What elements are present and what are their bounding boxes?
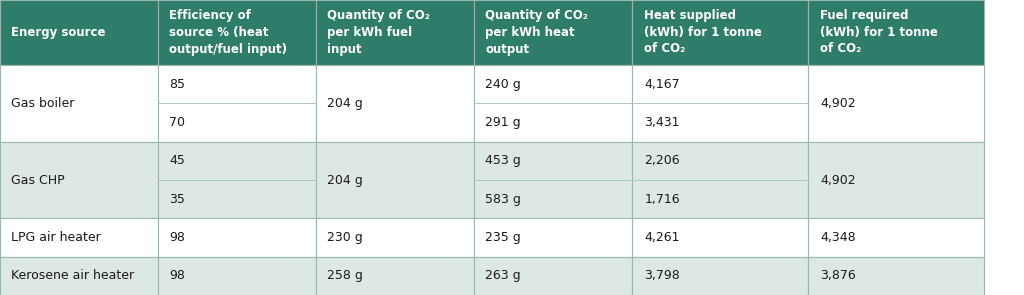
Text: Quantity of CO₂
per kWh heat
output: Quantity of CO₂ per kWh heat output bbox=[485, 9, 588, 55]
Text: 3,431: 3,431 bbox=[644, 116, 680, 129]
Bar bbox=[808, 218, 984, 257]
Bar bbox=[0, 0, 158, 65]
Bar bbox=[316, 0, 474, 65]
Text: Quantity of CO₂
per kWh fuel
input: Quantity of CO₂ per kWh fuel input bbox=[327, 9, 430, 55]
Bar bbox=[158, 65, 316, 142]
Bar bbox=[474, 142, 632, 218]
Text: 263 g: 263 g bbox=[485, 269, 520, 282]
Text: 2,206: 2,206 bbox=[644, 154, 680, 167]
Text: 3,798: 3,798 bbox=[644, 269, 680, 282]
Bar bbox=[158, 257, 316, 295]
Text: 85: 85 bbox=[169, 78, 185, 91]
Bar bbox=[0, 218, 158, 257]
Bar bbox=[316, 257, 474, 295]
Bar bbox=[0, 257, 158, 295]
Bar bbox=[632, 0, 808, 65]
Bar bbox=[474, 65, 632, 142]
Text: Fuel required
(kWh) for 1 tonne
of CO₂: Fuel required (kWh) for 1 tonne of CO₂ bbox=[820, 9, 938, 55]
Bar bbox=[316, 218, 474, 257]
Text: 35: 35 bbox=[169, 193, 185, 206]
Bar bbox=[474, 218, 632, 257]
Text: Heat supplied
(kWh) for 1 tonne
of CO₂: Heat supplied (kWh) for 1 tonne of CO₂ bbox=[644, 9, 762, 55]
Bar bbox=[808, 0, 984, 65]
Text: 240 g: 240 g bbox=[485, 78, 521, 91]
Text: Gas boiler: Gas boiler bbox=[11, 97, 75, 110]
Bar bbox=[316, 142, 474, 218]
Text: 583 g: 583 g bbox=[485, 193, 521, 206]
Bar bbox=[632, 218, 808, 257]
Bar bbox=[0, 142, 158, 218]
Text: 235 g: 235 g bbox=[485, 231, 521, 244]
Text: Efficiency of
source % (heat
output/fuel input): Efficiency of source % (heat output/fuel… bbox=[169, 9, 287, 55]
Text: 4,348: 4,348 bbox=[820, 231, 856, 244]
Text: 258 g: 258 g bbox=[327, 269, 362, 282]
Text: Energy source: Energy source bbox=[11, 26, 105, 39]
Text: 453 g: 453 g bbox=[485, 154, 521, 167]
Bar bbox=[632, 257, 808, 295]
Bar bbox=[158, 218, 316, 257]
Bar bbox=[0, 65, 158, 142]
Bar bbox=[808, 257, 984, 295]
Text: 204 g: 204 g bbox=[327, 97, 362, 110]
Text: Gas CHP: Gas CHP bbox=[11, 173, 65, 186]
Bar bbox=[474, 0, 632, 65]
Bar bbox=[474, 257, 632, 295]
Text: 4,902: 4,902 bbox=[820, 97, 856, 110]
Bar bbox=[808, 142, 984, 218]
Text: 291 g: 291 g bbox=[485, 116, 520, 129]
Text: 230 g: 230 g bbox=[327, 231, 362, 244]
Text: 3,876: 3,876 bbox=[820, 269, 856, 282]
Bar bbox=[808, 65, 984, 142]
Bar bbox=[316, 65, 474, 142]
Text: 70: 70 bbox=[169, 116, 185, 129]
Text: 98: 98 bbox=[169, 231, 185, 244]
Text: 4,261: 4,261 bbox=[644, 231, 680, 244]
Text: 1,716: 1,716 bbox=[644, 193, 680, 206]
Text: 204 g: 204 g bbox=[327, 173, 362, 186]
Bar bbox=[158, 142, 316, 218]
Bar bbox=[632, 65, 808, 142]
Bar bbox=[158, 0, 316, 65]
Text: 45: 45 bbox=[169, 154, 185, 167]
Text: 98: 98 bbox=[169, 269, 185, 282]
Text: Kerosene air heater: Kerosene air heater bbox=[11, 269, 134, 282]
Bar bbox=[632, 142, 808, 218]
Text: 4,902: 4,902 bbox=[820, 173, 856, 186]
Text: 4,167: 4,167 bbox=[644, 78, 680, 91]
Text: LPG air heater: LPG air heater bbox=[11, 231, 100, 244]
